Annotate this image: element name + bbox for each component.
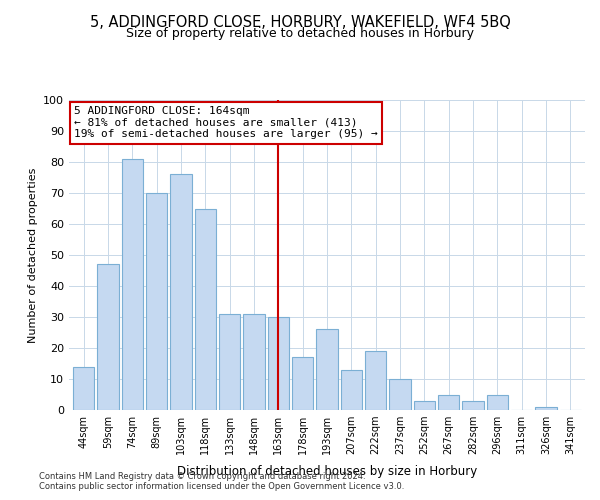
Text: Contains public sector information licensed under the Open Government Licence v3: Contains public sector information licen… (39, 482, 404, 491)
Bar (535, 407, 557, 410)
X-axis label: Distribution of detached houses by size in Horbury: Distribution of detached houses by size … (177, 466, 477, 478)
Text: 5 ADDINGFORD CLOSE: 164sqm
← 81% of detached houses are smaller (413)
19% of sem: 5 ADDINGFORD CLOSE: 164sqm ← 81% of deta… (74, 106, 378, 140)
Bar (292, 358, 313, 410)
Bar (194, 208, 216, 410)
Y-axis label: Number of detached properties: Number of detached properties (28, 168, 38, 342)
Text: Contains HM Land Registry data © Crown copyright and database right 2024.: Contains HM Land Registry data © Crown c… (39, 472, 365, 481)
Text: Size of property relative to detached houses in Horbury: Size of property relative to detached ho… (126, 28, 474, 40)
Bar (268, 317, 289, 410)
Text: 5, ADDINGFORD CLOSE, HORBURY, WAKEFIELD, WF4 5BQ: 5, ADDINGFORD CLOSE, HORBURY, WAKEFIELD,… (89, 15, 511, 30)
Bar (146, 193, 167, 410)
Bar (219, 314, 241, 410)
Bar (341, 370, 362, 410)
Bar (487, 394, 508, 410)
Bar (73, 366, 94, 410)
Bar (243, 314, 265, 410)
Bar (389, 379, 411, 410)
Bar (97, 264, 119, 410)
Bar (316, 330, 338, 410)
Bar (438, 394, 460, 410)
Bar (365, 351, 386, 410)
Bar (170, 174, 191, 410)
Bar (463, 400, 484, 410)
Bar (122, 159, 143, 410)
Bar (413, 400, 435, 410)
